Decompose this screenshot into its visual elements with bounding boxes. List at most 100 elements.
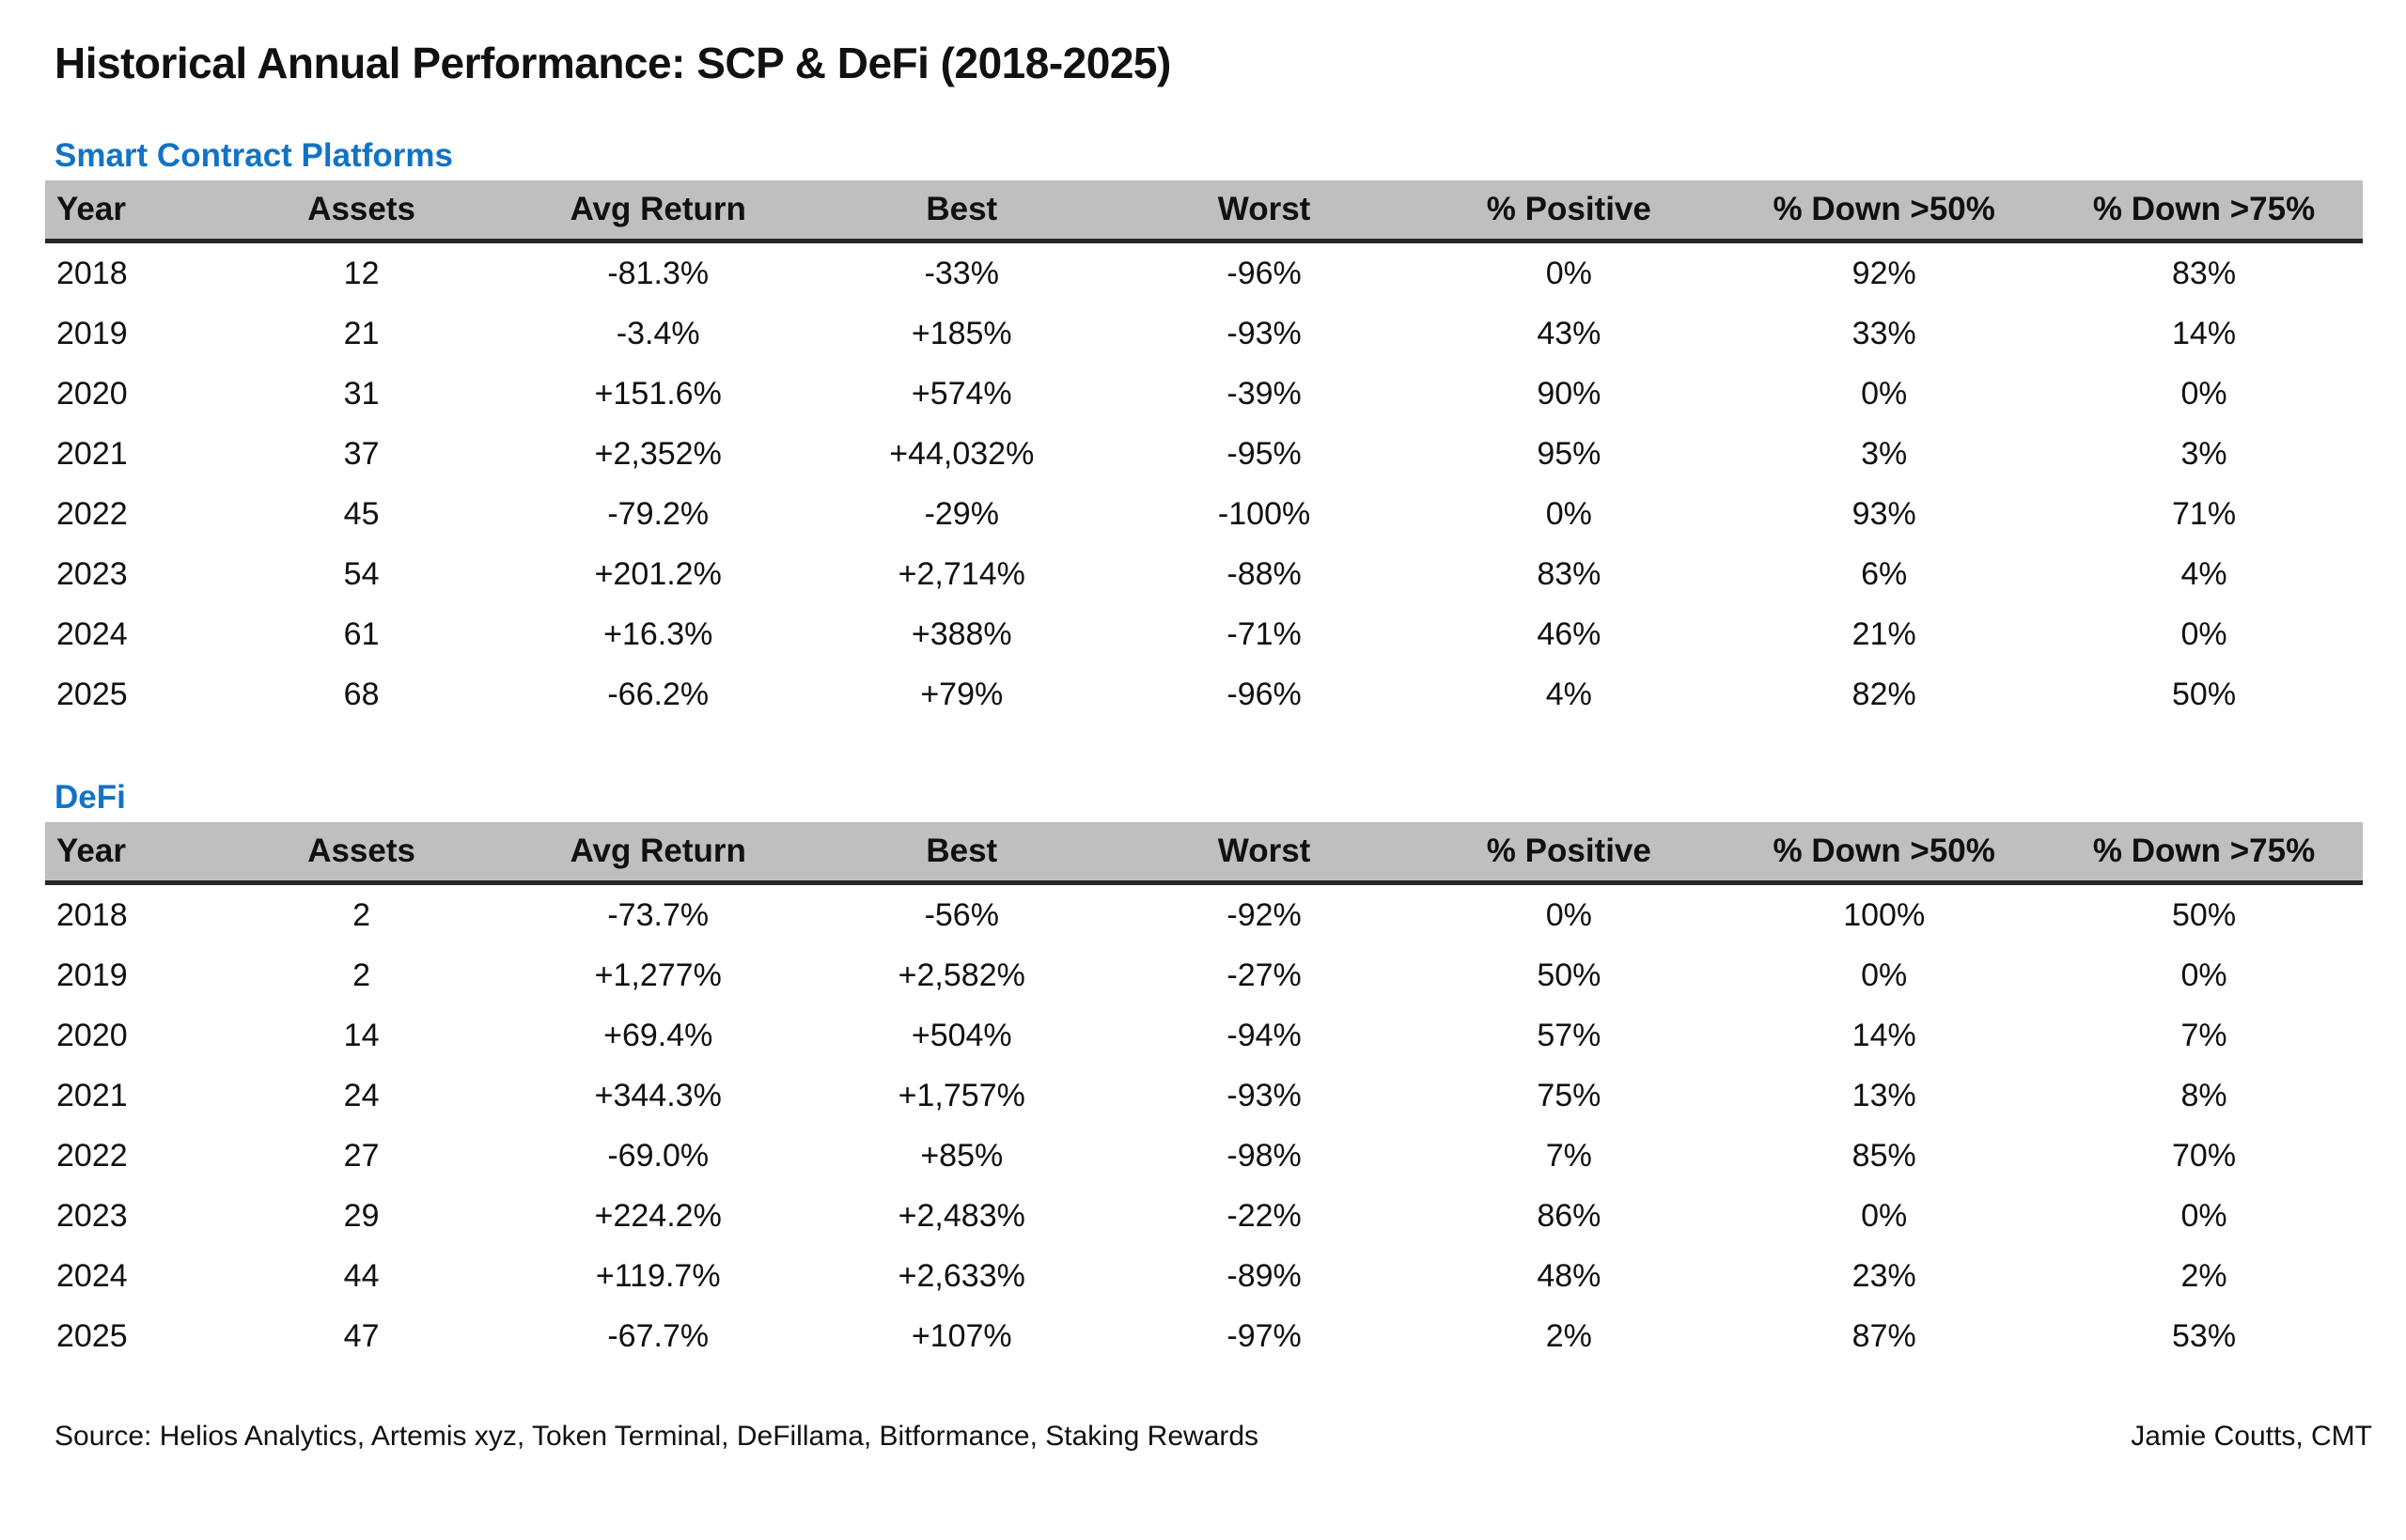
table-row: 2025 68 -66.2% +79% -96% 4% 82% 50% xyxy=(45,664,2363,724)
cell-down-75: 14% xyxy=(2172,315,2237,351)
table-row: 2024 61 +16.3% +388% -71% 46% 21% 0% xyxy=(45,604,2363,664)
source-note: Source: Helios Analytics, Artemis xyz, T… xyxy=(55,1421,1259,1452)
cell-best: -29% xyxy=(924,495,999,532)
cell-year: 2018 xyxy=(56,255,128,291)
footer: Source: Helios Analytics, Artemis xyz, T… xyxy=(55,1421,2372,1453)
cell-assets: 2 xyxy=(352,957,371,993)
cell-avg-return: +201.2% xyxy=(594,555,722,592)
cell-down-75: 70% xyxy=(2172,1137,2237,1174)
table-row: 2022 27 -69.0% +85% -98% 7% 85% 70% xyxy=(45,1126,2363,1186)
cell-worst: -27% xyxy=(1226,957,1302,993)
cell-down-75: 2% xyxy=(2180,1257,2227,1294)
cell-down-50: 6% xyxy=(1861,555,1908,592)
cell-down-75: 4% xyxy=(2180,555,2227,592)
cell-avg-return: +69.4% xyxy=(603,1017,713,1053)
cell-best: +1,757% xyxy=(898,1077,1025,1113)
column-header-best: Best xyxy=(809,822,1114,885)
cell-best: +107% xyxy=(911,1317,1012,1354)
table-row: 2020 14 +69.4% +504% -94% 57% 14% 7% xyxy=(45,1005,2363,1066)
cell-assets: 68 xyxy=(343,676,380,712)
cell-avg-return: +119.7% xyxy=(595,1257,721,1294)
table-row: 2018 2 -73.7% -56% -92% 0% 100% 50% xyxy=(45,883,2363,946)
cell-positive: 0% xyxy=(1545,255,1592,291)
cell-avg-return: -66.2% xyxy=(607,676,710,712)
cell-assets: 45 xyxy=(343,495,380,532)
table-row: 2020 31 +151.6% +574% -39% 90% 0% 0% xyxy=(45,364,2363,424)
cell-positive: 48% xyxy=(1537,1257,1601,1294)
cell-avg-return: +2,352% xyxy=(594,435,722,472)
cell-avg-return: -67.7% xyxy=(607,1317,710,1354)
column-header-down-50: % Down >50% xyxy=(1723,822,2046,885)
table-row: 2023 29 +224.2% +2,483% -22% 86% 0% 0% xyxy=(45,1186,2363,1246)
column-header-worst: Worst xyxy=(1113,822,1415,885)
cell-year: 2023 xyxy=(56,1197,128,1234)
cell-down-75: 8% xyxy=(2180,1077,2227,1113)
cell-down-75: 7% xyxy=(2180,1017,2227,1053)
cell-year: 2024 xyxy=(56,1257,128,1294)
cell-assets: 27 xyxy=(343,1137,380,1174)
cell-down-75: 50% xyxy=(2172,896,2237,933)
cell-positive: 75% xyxy=(1537,1077,1601,1113)
table-row: 2021 37 +2,352% +44,032% -95% 95% 3% 3% xyxy=(45,424,2363,484)
cell-positive: 4% xyxy=(1545,676,1592,712)
column-header-avg-return: Avg Return xyxy=(506,180,810,243)
page-title: Historical Annual Performance: SCP & DeF… xyxy=(55,39,1171,87)
cell-assets: 37 xyxy=(343,435,380,472)
cell-best: +504% xyxy=(911,1017,1012,1053)
cell-down-75: 0% xyxy=(2180,957,2227,993)
column-header-down-75: % Down >75% xyxy=(2045,180,2363,243)
column-header-year: Year xyxy=(45,180,217,243)
column-header-avg-return: Avg Return xyxy=(506,822,810,885)
author-credit: Jamie Coutts, CMT xyxy=(2131,1421,2372,1452)
cell-year: 2019 xyxy=(56,315,128,351)
table-row: 2022 45 -79.2% -29% -100% 0% 93% 71% xyxy=(45,484,2363,544)
cell-worst: -95% xyxy=(1226,435,1302,472)
cell-avg-return: -69.0% xyxy=(607,1137,710,1174)
table-row: 2019 2 +1,277% +2,582% -27% 50% 0% 0% xyxy=(45,945,2363,1005)
cell-assets: 54 xyxy=(343,555,380,592)
cell-worst: -96% xyxy=(1226,255,1302,291)
cell-positive: 46% xyxy=(1537,615,1601,652)
table-row: 2023 54 +201.2% +2,714% -88% 83% 6% 4% xyxy=(45,544,2363,604)
cell-best: +2,714% xyxy=(898,555,1025,592)
cell-positive: 86% xyxy=(1537,1197,1601,1234)
cell-year: 2018 xyxy=(56,896,128,933)
cell-best: +2,633% xyxy=(898,1257,1025,1294)
scp-table-header: Year Assets Avg Return Best Worst% Positive%… xyxy=(45,180,2363,243)
cell-worst: -93% xyxy=(1226,1077,1302,1113)
cell-worst: -93% xyxy=(1226,315,1302,351)
column-header-best: Best xyxy=(809,180,1114,243)
cell-year: 2019 xyxy=(56,957,128,993)
cell-avg-return: -79.2% xyxy=(607,495,710,532)
cell-down-50: 82% xyxy=(1851,676,1916,712)
cell-down-75: 0% xyxy=(2180,375,2227,412)
cell-best: -33% xyxy=(924,255,999,291)
cell-positive: 50% xyxy=(1537,957,1601,993)
cell-down-75: 0% xyxy=(2180,1197,2227,1234)
section-label-defi: DeFi xyxy=(55,779,126,816)
section-label-smart-contract-platforms: Smart Contract Platforms xyxy=(55,137,453,174)
cell-down-75: 3% xyxy=(2180,435,2227,472)
cell-down-50: 100% xyxy=(1843,896,1926,933)
cell-worst: -94% xyxy=(1226,1017,1302,1053)
cell-best: +574% xyxy=(911,375,1012,412)
cell-year: 2025 xyxy=(56,676,128,712)
column-header-worst: Worst xyxy=(1113,180,1415,243)
cell-worst: -22% xyxy=(1226,1197,1302,1234)
cell-down-50: 33% xyxy=(1851,315,1916,351)
cell-down-50: 0% xyxy=(1861,1197,1908,1234)
cell-positive: 95% xyxy=(1537,435,1601,472)
cell-year: 2025 xyxy=(56,1317,128,1354)
cell-down-50: 0% xyxy=(1861,375,1908,412)
cell-avg-return: +151.6% xyxy=(594,375,722,412)
cell-worst: -92% xyxy=(1226,896,1302,933)
cell-worst: -97% xyxy=(1226,1317,1302,1354)
cell-best: +79% xyxy=(920,676,1004,712)
cell-avg-return: +16.3% xyxy=(603,615,713,652)
cell-worst: -71% xyxy=(1226,615,1302,652)
cell-best: +185% xyxy=(911,315,1012,351)
cell-year: 2020 xyxy=(56,1017,128,1053)
scp-performance-table: Year Assets Avg Return Best Worst% Positive%… xyxy=(45,180,2363,724)
table-row: 2019 21 -3.4% +185% -93% 43% 33% 14% xyxy=(45,303,2363,364)
